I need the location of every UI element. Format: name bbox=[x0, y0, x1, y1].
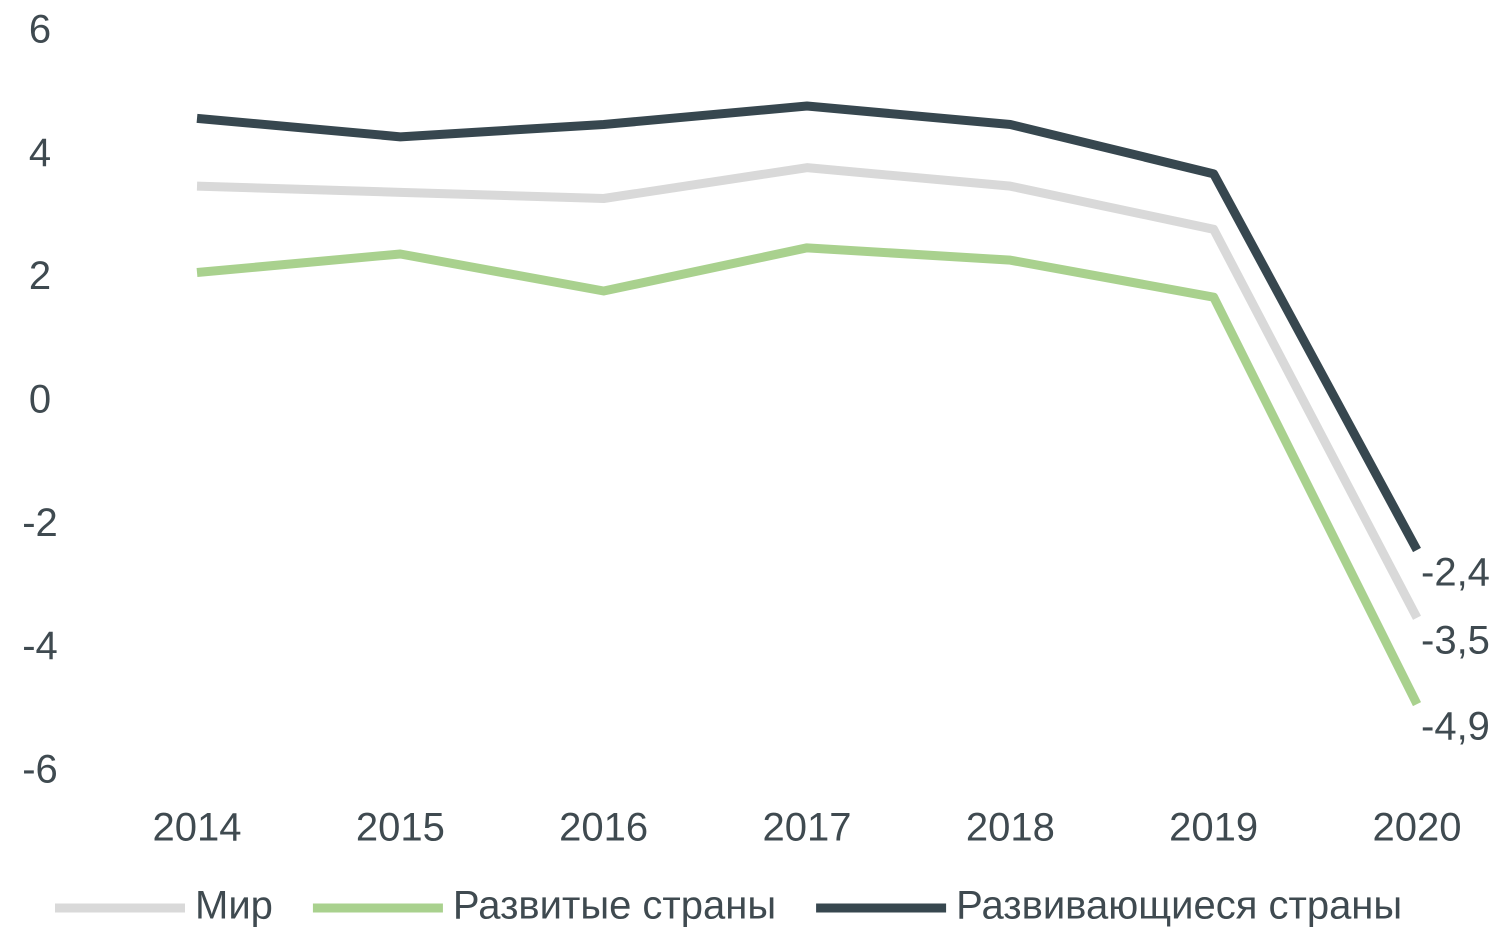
series-line bbox=[196, 163, 1421, 620]
y-tick-label: -2 bbox=[22, 501, 58, 545]
y-tick-label: 4 bbox=[29, 131, 51, 175]
x-tick-label: 2016 bbox=[559, 806, 648, 850]
data-label: -3,5 bbox=[1421, 618, 1490, 662]
x-tick-label: 2019 bbox=[1169, 806, 1258, 850]
x-tick-label: 2017 bbox=[763, 806, 852, 850]
y-tick-label: 0 bbox=[29, 378, 51, 422]
data-label: -2,4 bbox=[1421, 551, 1490, 595]
y-tick-label: 2 bbox=[29, 254, 51, 298]
x-tick-label: 2014 bbox=[153, 806, 242, 850]
legend-label: Развивающиеся страны bbox=[956, 884, 1402, 928]
x-tick-label: 2020 bbox=[1373, 806, 1462, 850]
y-tick-label: -6 bbox=[22, 748, 58, 792]
y-tick-label: -4 bbox=[22, 624, 58, 668]
y-tick-label: 6 bbox=[29, 8, 51, 52]
legend-label: Мир bbox=[195, 884, 273, 928]
series-line bbox=[196, 101, 1421, 553]
legend-label: Развитые страны bbox=[453, 884, 776, 928]
x-tick-label: 2018 bbox=[966, 806, 1055, 850]
x-tick-label: 2015 bbox=[356, 806, 445, 850]
data-label: -4,9 bbox=[1421, 705, 1490, 749]
series-line bbox=[196, 243, 1422, 707]
